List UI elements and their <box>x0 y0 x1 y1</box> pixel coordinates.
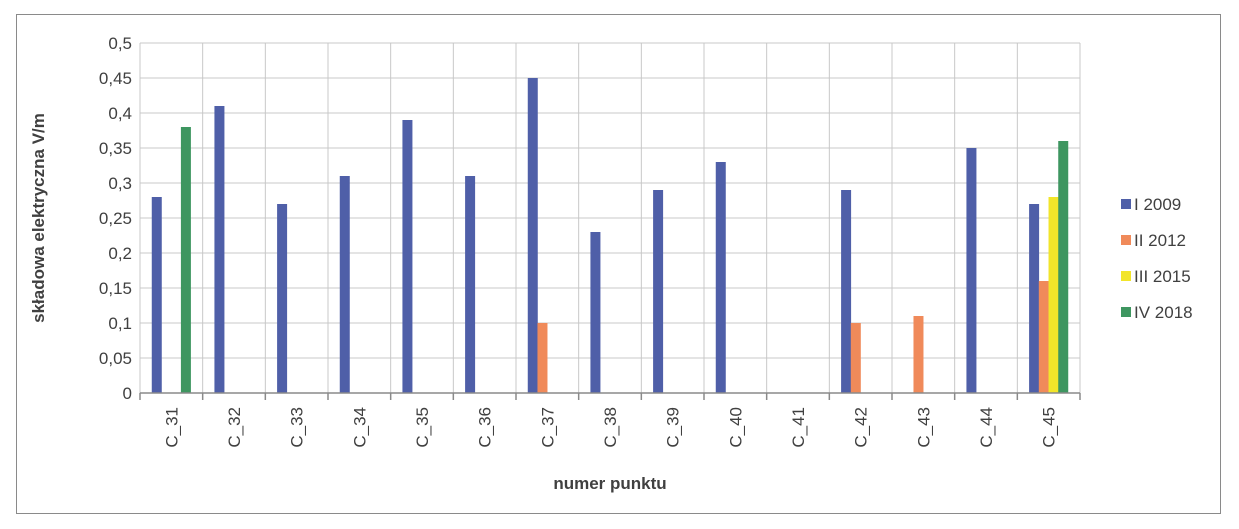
x-tick-label: C_38 <box>601 407 620 448</box>
x-tick-label: C_42 <box>852 407 871 448</box>
bar-i-2009-c_35 <box>402 120 413 393</box>
chart-frame: 0 0,05 0,1 0,15 0,2 0,25 0,3 0,35 0,4 0,45 0,5 C_31… <box>16 14 1221 514</box>
bar-ii-2012-c_45 <box>1038 281 1049 393</box>
legend-swatch-i-2009 <box>1121 199 1131 209</box>
x-tick-label: C_45 <box>1040 407 1059 448</box>
y-tick-label: 0,25 <box>99 209 132 228</box>
bar-iii-2015-c_45 <box>1048 197 1059 393</box>
legend: I 2009 II 2012 III 2015 IV 2018 <box>1121 195 1193 322</box>
bar-i-2009-c_32 <box>214 106 225 393</box>
y-tick-label: 0,05 <box>99 349 132 368</box>
bar-i-2009-c_45 <box>1029 204 1040 393</box>
legend-label: III 2015 <box>1134 267 1191 286</box>
x-tick-label: C_44 <box>977 407 996 448</box>
y-tick-label: 0 <box>123 384 132 403</box>
bar-i-2009-c_34 <box>339 176 350 393</box>
bar-i-2009-c_39 <box>653 190 664 393</box>
chart-canvas: 0 0,05 0,1 0,15 0,2 0,25 0,3 0,35 0,4 0,45 0,5 C_31… <box>29 34 1193 493</box>
x-tick-label: C_31 <box>162 407 181 448</box>
grid-layer <box>139 42 1081 393</box>
bar-iv-2018-c_31 <box>180 127 191 393</box>
y-tick-label: 0,4 <box>108 104 132 123</box>
bar-i-2009-c_42 <box>841 190 852 393</box>
y-tick-label: 0,1 <box>108 314 132 333</box>
y-tick-label: 0,5 <box>108 34 132 53</box>
bar-i-2009-c_40 <box>715 162 726 393</box>
legend-label: I 2009 <box>1134 195 1181 214</box>
x-tick-label: C_35 <box>413 407 432 448</box>
bar-i-2009-c_38 <box>590 232 601 393</box>
bar-ii-2012-c_37 <box>537 323 548 393</box>
bars-layer <box>151 78 1069 393</box>
y-axis-title: składowa elektryczna V/m <box>29 113 48 323</box>
x-tick-label: C_43 <box>914 407 933 448</box>
x-tick-label: C_40 <box>726 407 745 448</box>
x-tick-label: C_37 <box>538 407 557 448</box>
legend-label: IV 2018 <box>1134 303 1193 322</box>
x-tick-label: C_32 <box>225 407 244 448</box>
y-tick-label: 0,3 <box>108 174 132 193</box>
bar-i-2009-c_36 <box>465 176 476 393</box>
x-tick-label: C_34 <box>350 407 369 448</box>
legend-label: II 2012 <box>1134 231 1186 250</box>
y-tick-label: 0,15 <box>99 279 132 298</box>
bar-ii-2012-c_43 <box>913 316 924 393</box>
y-tick-label: 0,35 <box>99 139 132 158</box>
x-tick-label: C_36 <box>476 407 495 448</box>
axis-layer: 0 0,05 0,1 0,15 0,2 0,25 0,3 0,35 0,4 0,45 0,5 C_31… <box>99 34 1081 448</box>
bar-i-2009-c_31 <box>151 197 162 393</box>
bar-i-2009-c_44 <box>966 148 977 393</box>
legend-swatch-iv-2018 <box>1121 307 1131 317</box>
x-tick-label: C_39 <box>664 407 683 448</box>
x-tick-label: C_33 <box>288 407 307 448</box>
bar-ii-2012-c_42 <box>850 323 861 393</box>
y-tick-label: 0,2 <box>108 244 132 263</box>
y-tick-label: 0,45 <box>99 69 132 88</box>
x-axis-title: numer punktu <box>553 474 666 493</box>
bar-iv-2018-c_45 <box>1058 141 1069 393</box>
legend-swatch-ii-2012 <box>1121 235 1131 245</box>
bar-i-2009-c_37 <box>527 78 538 393</box>
x-tick-label: C_41 <box>789 407 808 448</box>
bar-i-2009-c_33 <box>277 204 288 393</box>
legend-swatch-iii-2015 <box>1121 271 1131 281</box>
